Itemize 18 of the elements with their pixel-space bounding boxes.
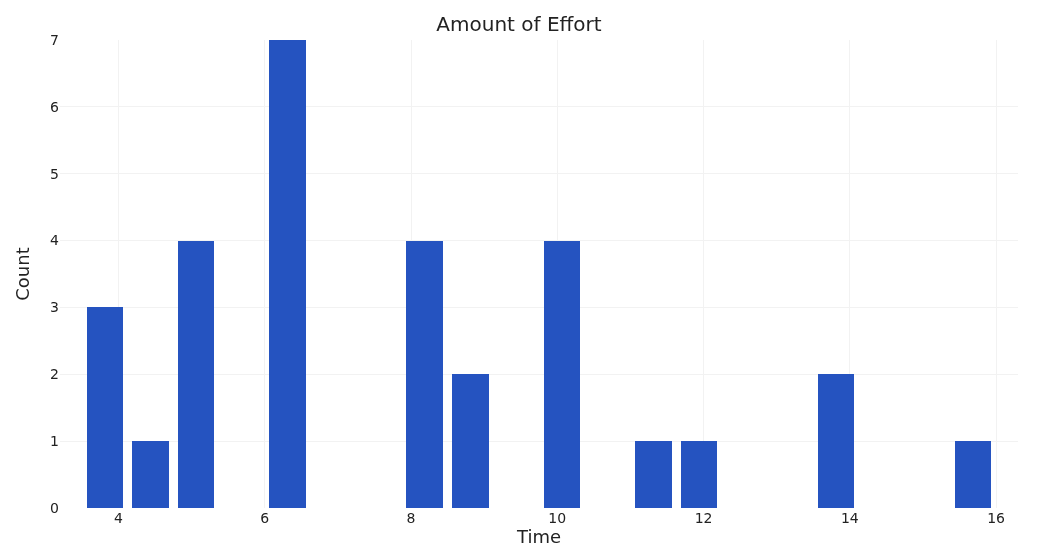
y-tick-label: 6 [50, 98, 60, 115]
x-tick-label: 12 [694, 510, 713, 526]
x-tick-label: 14 [840, 510, 859, 526]
y-axis-title: Count [12, 247, 34, 301]
y-tick-label: 7 [50, 31, 59, 48]
y-tick-label: 5 [50, 165, 59, 182]
x-tick-label: 8 [406, 510, 416, 526]
x-tick-label: 4 [114, 510, 124, 526]
x-tick-label: 16 [987, 510, 1006, 526]
x-tick-label: 6 [260, 510, 270, 526]
y-tick-label: 3 [50, 299, 59, 316]
x-tick-label: 10 [548, 510, 567, 526]
y-tick-label: 0 [50, 499, 59, 516]
chart-title: Amount of Effort [436, 11, 602, 36]
y-tick-label: 2 [50, 366, 59, 383]
x-axis-title: Time [515, 526, 562, 547]
y-tick-label: 1 [50, 433, 59, 450]
y-tick-label: 4 [50, 232, 60, 249]
